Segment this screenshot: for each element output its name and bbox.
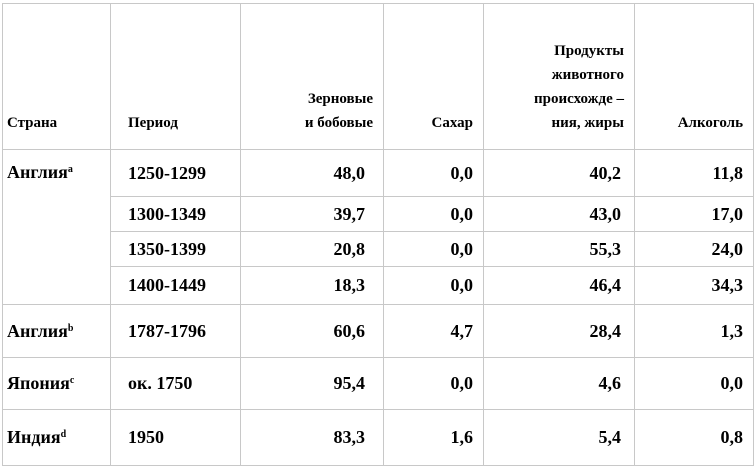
header-line: происхожде – bbox=[533, 91, 624, 107]
value-cell: 40,2 bbox=[483, 149, 635, 197]
table-row: 1350-1399 20,8 0,0 55,3 24,0 bbox=[3, 231, 754, 267]
country-cell: Англияb bbox=[2, 304, 111, 358]
page: {"table": { "header": [["Страна"], ["Пер… bbox=[2, 3, 754, 466]
column-header: Продукты животного происхожде – ния, жиры bbox=[483, 3, 635, 150]
period-cell: 1950 bbox=[110, 409, 241, 466]
value-cell: 0,8 bbox=[634, 409, 754, 466]
column-header: Сахар bbox=[383, 3, 484, 150]
value-cell: 4,7 bbox=[383, 304, 484, 358]
column-header: Зерновые и бобовые bbox=[240, 3, 384, 150]
country-name: Англия bbox=[7, 320, 68, 341]
country-name: Индия bbox=[7, 427, 61, 447]
column-header: Период bbox=[110, 3, 241, 150]
period-cell: 1787-1796 bbox=[110, 304, 241, 358]
value-cell: 18,3 bbox=[240, 266, 384, 305]
period-cell: 1300-1349 bbox=[110, 196, 241, 232]
country-cell: Индияd bbox=[2, 409, 111, 466]
period-cell: 1250-1299 bbox=[110, 149, 241, 197]
header-line: Алкоголь bbox=[677, 115, 743, 131]
country-cell: Японияc bbox=[2, 357, 111, 410]
value-cell: 5,4 bbox=[483, 409, 635, 466]
header-line: животного bbox=[551, 67, 624, 83]
value-cell: 20,8 bbox=[240, 231, 384, 267]
header-line: Сахар bbox=[431, 115, 473, 131]
value-cell: 0,0 bbox=[634, 357, 754, 410]
value-cell: 83,3 bbox=[240, 409, 384, 466]
country-cell: Англияa bbox=[2, 149, 111, 305]
header-line: и бобовые bbox=[304, 115, 373, 131]
value-cell: 24,0 bbox=[634, 231, 754, 267]
food-table: Страна Период Зерновые и бобовые Сахар Продук… bbox=[2, 3, 754, 466]
table-row: Англияa 1250-1299 48,0 0,0 40,2 11,8 bbox=[2, 149, 754, 305]
value-cell: 43,0 bbox=[483, 196, 635, 232]
header-line: ния, жиры bbox=[551, 115, 624, 131]
value-cell: 0,0 bbox=[383, 357, 484, 410]
table-body: Англияa 1250-1299 48,0 0,0 40,2 11,8 1300-1349… bbox=[2, 149, 754, 466]
footnote-mark: c bbox=[69, 375, 75, 386]
country-name: Япония bbox=[7, 373, 70, 393]
value-cell: 1,6 bbox=[383, 409, 484, 466]
footnote-mark: b bbox=[67, 322, 74, 334]
value-cell: 17,0 bbox=[634, 196, 754, 232]
footnote-mark: a bbox=[67, 164, 73, 175]
table-row: Индияd 1950 83,3 1,6 5,4 0,8 bbox=[2, 409, 754, 466]
value-cell: 1,3 bbox=[634, 304, 754, 358]
table-row: 1400-1449 18,3 0,0 46,4 34,3 bbox=[3, 266, 754, 305]
country-name: Англия bbox=[7, 162, 68, 182]
table-row: Англияb 1787-1796 60,6 4,7 28,4 1,3 bbox=[2, 304, 754, 358]
table-row: Японияc ок. 1750 95,4 0,0 4,6 0,0 bbox=[2, 357, 754, 410]
header-line: Продукты bbox=[554, 43, 624, 59]
period-cell: ок. 1750 bbox=[110, 357, 241, 410]
value-cell: 95,4 bbox=[240, 357, 384, 410]
header-line: Период bbox=[128, 115, 178, 131]
period-cell: 1400-1449 bbox=[110, 266, 241, 305]
value-cell: 11,8 bbox=[634, 149, 754, 197]
header-row: Страна Период Зерновые и бобовые Сахар Продук… bbox=[2, 3, 754, 150]
value-cell: 0,0 bbox=[383, 196, 484, 232]
table-row: 1300-1349 39,7 0,0 43,0 17,0 bbox=[3, 196, 754, 232]
value-cell: 46,4 bbox=[483, 266, 635, 305]
value-cell: 0,0 bbox=[383, 149, 484, 197]
value-cell: 55,3 bbox=[483, 231, 635, 267]
header-line: Зерновые bbox=[307, 91, 373, 107]
column-header: Алкоголь bbox=[634, 3, 754, 150]
value-cell: 34,3 bbox=[634, 266, 754, 305]
footnote-mark: d bbox=[60, 429, 67, 440]
value-cell: 28,4 bbox=[483, 304, 635, 358]
value-cell: 0,0 bbox=[383, 266, 484, 305]
value-cell: 48,0 bbox=[240, 149, 384, 197]
value-cell: 0,0 bbox=[383, 231, 484, 267]
value-cell: 4,6 bbox=[483, 357, 635, 410]
period-cell: 1350-1399 bbox=[110, 231, 241, 267]
column-header: Страна bbox=[2, 3, 111, 150]
header-line: Страна bbox=[7, 115, 58, 131]
value-cell: 60,6 bbox=[240, 304, 384, 358]
value-cell: 39,7 bbox=[240, 196, 384, 232]
